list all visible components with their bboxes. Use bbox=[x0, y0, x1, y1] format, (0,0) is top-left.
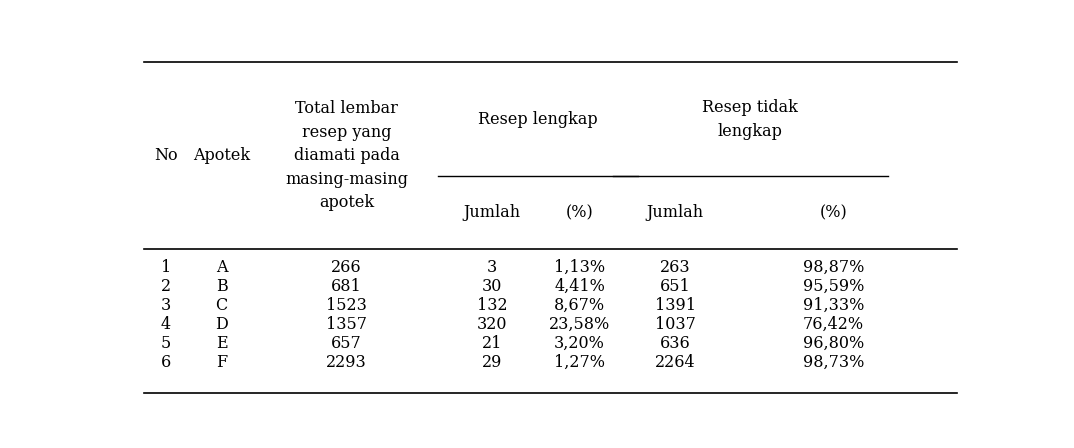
Text: Resep lengkap: Resep lengkap bbox=[478, 111, 598, 128]
Text: 1,27%: 1,27% bbox=[554, 354, 605, 371]
Text: 98,73%: 98,73% bbox=[802, 354, 865, 371]
Text: Jumlah: Jumlah bbox=[647, 204, 703, 221]
Text: D: D bbox=[215, 316, 228, 333]
Text: A: A bbox=[216, 259, 228, 276]
Text: 636: 636 bbox=[659, 335, 691, 352]
Text: 2: 2 bbox=[161, 278, 171, 295]
Text: Apotek: Apotek bbox=[193, 147, 250, 164]
Text: 1391: 1391 bbox=[655, 297, 696, 314]
Text: 4,41%: 4,41% bbox=[554, 278, 605, 295]
Text: 76,42%: 76,42% bbox=[803, 316, 863, 333]
Text: E: E bbox=[216, 335, 228, 352]
Text: 21: 21 bbox=[482, 335, 503, 352]
Text: 266: 266 bbox=[331, 259, 362, 276]
Text: 1037: 1037 bbox=[655, 316, 696, 333]
Text: 3,20%: 3,20% bbox=[554, 335, 605, 352]
Text: 1523: 1523 bbox=[326, 297, 367, 314]
Text: 4: 4 bbox=[161, 316, 171, 333]
Text: B: B bbox=[216, 278, 228, 295]
Text: 320: 320 bbox=[477, 316, 507, 333]
Text: Total lembar
resep yang
diamati pada
masing-masing
apotek: Total lembar resep yang diamati pada mas… bbox=[285, 100, 408, 211]
Text: 96,80%: 96,80% bbox=[802, 335, 865, 352]
Text: Jumlah: Jumlah bbox=[464, 204, 521, 221]
Text: 2264: 2264 bbox=[655, 354, 696, 371]
Text: 132: 132 bbox=[477, 297, 508, 314]
Text: 1357: 1357 bbox=[326, 316, 367, 333]
Text: 30: 30 bbox=[482, 278, 503, 295]
Text: 6: 6 bbox=[161, 354, 171, 371]
Text: C: C bbox=[216, 297, 228, 314]
Text: F: F bbox=[216, 354, 228, 371]
Text: 2293: 2293 bbox=[326, 354, 367, 371]
Text: 681: 681 bbox=[331, 278, 362, 295]
Text: 1: 1 bbox=[161, 259, 171, 276]
Text: 98,87%: 98,87% bbox=[802, 259, 865, 276]
Text: 29: 29 bbox=[482, 354, 503, 371]
Text: 1,13%: 1,13% bbox=[554, 259, 605, 276]
Text: 651: 651 bbox=[659, 278, 691, 295]
Text: (%): (%) bbox=[819, 204, 847, 221]
Text: 91,33%: 91,33% bbox=[802, 297, 865, 314]
Text: 3: 3 bbox=[487, 259, 497, 276]
Text: 5: 5 bbox=[161, 335, 171, 352]
Text: 8,67%: 8,67% bbox=[554, 297, 605, 314]
Text: Resep tidak
lengkap: Resep tidak lengkap bbox=[702, 99, 798, 140]
Text: 23,58%: 23,58% bbox=[549, 316, 610, 333]
Text: (%): (%) bbox=[566, 204, 594, 221]
Text: No: No bbox=[154, 147, 177, 164]
Text: 657: 657 bbox=[331, 335, 362, 352]
Text: 3: 3 bbox=[161, 297, 171, 314]
Text: 263: 263 bbox=[659, 259, 691, 276]
Text: 95,59%: 95,59% bbox=[802, 278, 865, 295]
